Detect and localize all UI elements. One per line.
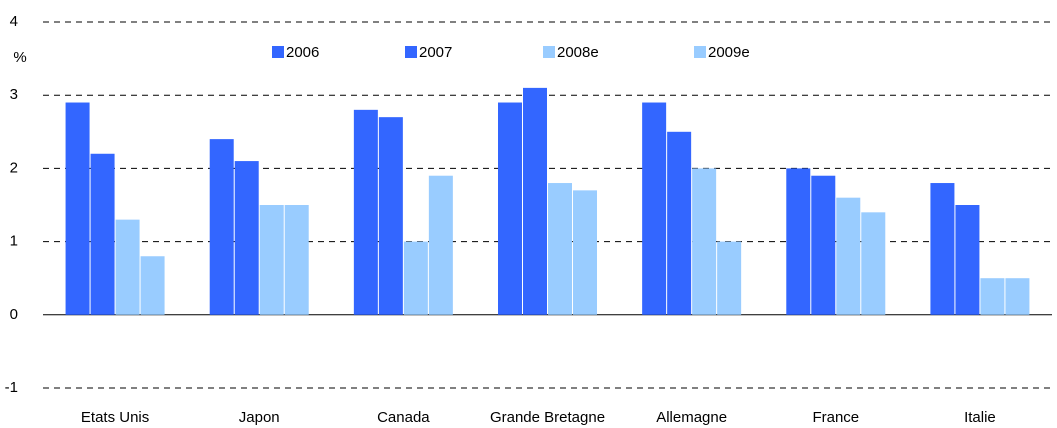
bar [209,139,234,315]
bar [115,219,140,315]
bar [548,183,572,315]
legend-label: 2008e [557,44,599,61]
legend-swatch [694,46,706,58]
bar [284,205,309,315]
bar [65,102,90,315]
bar [378,117,403,315]
bar [428,175,453,315]
bar [955,205,980,315]
bar [786,168,811,315]
bar [692,168,717,315]
x-tick-label: Japon [239,409,280,426]
legend-swatch [405,46,417,58]
bar [930,183,955,315]
bar [1005,278,1030,315]
x-tick-label: Etats Unis [81,409,149,426]
bar [498,102,522,315]
bar [980,278,1005,315]
y-tick-label: 0 [10,306,18,323]
bar [836,197,861,315]
bar [259,205,284,315]
y-tick-label: -1 [5,379,18,396]
bar [811,175,836,315]
bar [403,241,428,315]
legend-label: 2009e [708,44,750,61]
bar [353,109,378,315]
legend-label: 2007 [419,44,452,61]
x-tick-label: Italie [964,409,996,426]
y-tick-label: 2 [10,159,18,176]
bar [861,212,886,315]
x-tick-label: France [812,409,859,426]
y-tick-label: 3 [10,86,18,103]
bar [90,153,115,315]
legend-label: 2006 [286,44,319,61]
y-tick-label: 4 [10,13,18,30]
y-axis-label: % [13,49,26,66]
legend-swatch [272,46,284,58]
bar [642,102,667,315]
legend-swatch [543,46,555,58]
bar [717,241,742,315]
bar [140,256,165,315]
bar [573,190,597,315]
x-tick-label: Allemagne [656,409,727,426]
bar [667,131,692,315]
bar [234,161,259,315]
y-tick-label: 1 [10,233,18,250]
x-tick-label: Canada [377,409,430,426]
bar [523,87,547,315]
x-tick-label: Grande Bretagne [490,409,605,426]
